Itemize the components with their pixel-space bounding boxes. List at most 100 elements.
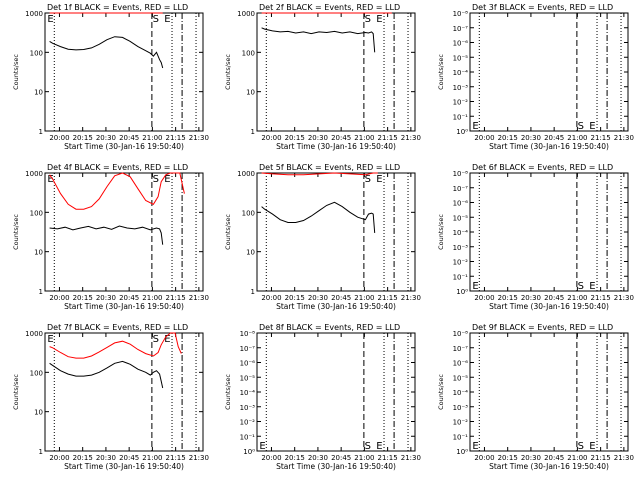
y-tick-label: 100 [242, 209, 255, 217]
panel-title: Det 3f BLACK = Events, RED = LLD [472, 3, 613, 12]
x-tick-label: 20:15 [73, 454, 93, 462]
y-axis-label: Counts/sec [437, 54, 445, 90]
y-tick-label: 10⁻⁵ [453, 214, 469, 222]
events-series-line [49, 360, 164, 389]
marker-letter-e: E [164, 14, 170, 25]
y-axis-label: Counts/sec [12, 54, 20, 90]
y-tick-label: 10⁻³ [453, 244, 469, 252]
x-tick-label: 20:00 [474, 454, 494, 462]
events-series-line [49, 225, 164, 245]
marker-letter-e: E [47, 14, 53, 25]
x-tick-label: 20:15 [285, 454, 305, 462]
y-tick-label: 10⁻⁸ [453, 170, 469, 178]
x-tick-label: 20:45 [119, 134, 139, 142]
x-tick-label: 20:00 [261, 294, 281, 302]
x-tick-label: 21:00 [354, 134, 374, 142]
y-tick-label: 1 [251, 128, 255, 136]
marker-letter-e: E [376, 441, 382, 452]
marker-letter-e: E [47, 334, 53, 345]
x-tick-label: 20:30 [308, 134, 328, 142]
marker-letter-e: E [472, 121, 478, 132]
axis-frame [44, 332, 204, 452]
events-series-line [261, 201, 376, 233]
x-tick-label: 20:15 [285, 294, 305, 302]
marker-letter-e: E [376, 14, 382, 25]
x-tick-label: 21:00 [567, 294, 587, 302]
panel-title: Det 8f BLACK = Events, RED = LLD [259, 323, 400, 332]
y-tick-label: 10⁻⁴ [453, 229, 469, 237]
y-axis-label: Counts/sec [437, 374, 445, 410]
panel-3: Det 3f BLACK = Events, RED = LLD 10⁰ 10⁻¹ 1… [437, 3, 634, 151]
panel-8: Det 8f BLACK = Events, RED = LLD 10⁰ 10⁻¹ 1… [224, 323, 421, 471]
lld-series-line [261, 172, 378, 176]
x-tick-label: 20:45 [331, 134, 351, 142]
x-tick-label: 21:30 [189, 454, 209, 462]
x-tick-label: 20:45 [331, 454, 351, 462]
x-tick-label: 21:15 [591, 454, 611, 462]
y-axis-label: Counts/sec [224, 54, 232, 90]
x-axis-label: Start Time (30-Jan-16 19:50:40) [489, 462, 609, 471]
x-tick-label: 20:30 [96, 454, 116, 462]
marker-letter-e: E [472, 441, 478, 452]
x-axis-label: Start Time (30-Jan-16 19:50:40) [64, 302, 184, 311]
x-tick-label: 21:30 [614, 454, 634, 462]
x-tick-label: 20:45 [119, 454, 139, 462]
x-tick-label: 20:15 [498, 454, 518, 462]
y-tick-label: 1 [39, 288, 43, 296]
y-tick-label: 1 [39, 448, 43, 456]
x-tick-label: 20:30 [308, 454, 328, 462]
panel-title: Det 4f BLACK = Events, RED = LLD [47, 163, 188, 172]
x-tick-label: 21:00 [567, 134, 587, 142]
y-tick-label: 10 [34, 89, 43, 97]
panel-7: Det 7f BLACK = Events, RED = LLD 1 10 100 10… [12, 323, 209, 471]
x-tick-label: 20:30 [96, 294, 116, 302]
y-tick-label: 10 [246, 89, 255, 97]
y-tick-label: 10⁻² [453, 419, 469, 427]
y-tick-label: 10⁻³ [453, 84, 469, 92]
marker-letter-s: S [578, 281, 584, 292]
y-tick-label: 10⁻⁵ [453, 374, 469, 382]
y-tick-label: 1000 [237, 10, 255, 18]
panel-title: Det 2f BLACK = Events, RED = LLD [259, 3, 400, 12]
lld-series-line [49, 332, 182, 359]
y-tick-label: 10⁻⁶ [453, 200, 469, 208]
x-tick-label: 20:00 [49, 294, 69, 302]
panel-title: Det 6f BLACK = Events, RED = LLD [472, 163, 613, 172]
y-tick-label: 10⁰ [456, 288, 468, 296]
y-tick-label: 10⁰ [456, 448, 468, 456]
x-tick-label: 20:15 [73, 294, 93, 302]
x-tick-label: 21:30 [401, 134, 421, 142]
y-tick-label: 10 [34, 249, 43, 257]
y-tick-label: 10⁰ [243, 448, 255, 456]
panel-title: Det 1f BLACK = Events, RED = LLD [47, 3, 188, 12]
x-tick-label: 20:30 [308, 294, 328, 302]
x-tick-label: 20:00 [261, 134, 281, 142]
y-tick-label: 10⁻⁸ [453, 10, 469, 18]
y-tick-label: 1000 [25, 330, 43, 338]
y-tick-label: 10⁻¹ [453, 433, 469, 441]
events-series-line [49, 36, 164, 69]
x-tick-label: 20:15 [285, 134, 305, 142]
x-tick-label: 20:15 [498, 294, 518, 302]
y-axis-label: Counts/sec [12, 374, 20, 410]
x-tick-label: 21:30 [189, 294, 209, 302]
x-tick-label: 21:15 [591, 134, 611, 142]
x-tick-label: 20:00 [474, 294, 494, 302]
y-tick-label: 100 [30, 209, 43, 217]
panel-1: Det 1f BLACK = Events, RED = LLD 1 10 100 10… [12, 3, 209, 151]
y-tick-label: 10 [246, 249, 255, 257]
x-axis-label: Start Time (30-Jan-16 19:50:40) [489, 302, 609, 311]
x-tick-label: 20:45 [544, 454, 564, 462]
x-axis-label: Start Time (30-Jan-16 19:50:40) [64, 142, 184, 151]
y-tick-label: 100 [30, 49, 43, 57]
panel-title: Det 5f BLACK = Events, RED = LLD [259, 163, 400, 172]
marker-letter-e: E [47, 174, 53, 185]
marker-letter-s: S [578, 121, 584, 132]
marker-letter-s: S [578, 441, 584, 452]
panel-6: Det 6f BLACK = Events, RED = LLD 10⁰ 10⁻¹ 1… [437, 163, 634, 311]
marker-letter-s: S [365, 174, 371, 185]
x-tick-label: 21:15 [166, 454, 186, 462]
y-tick-label: 1000 [25, 170, 43, 178]
y-tick-label: 10⁻¹ [453, 113, 469, 121]
y-tick-label: 10⁻⁷ [453, 345, 469, 353]
